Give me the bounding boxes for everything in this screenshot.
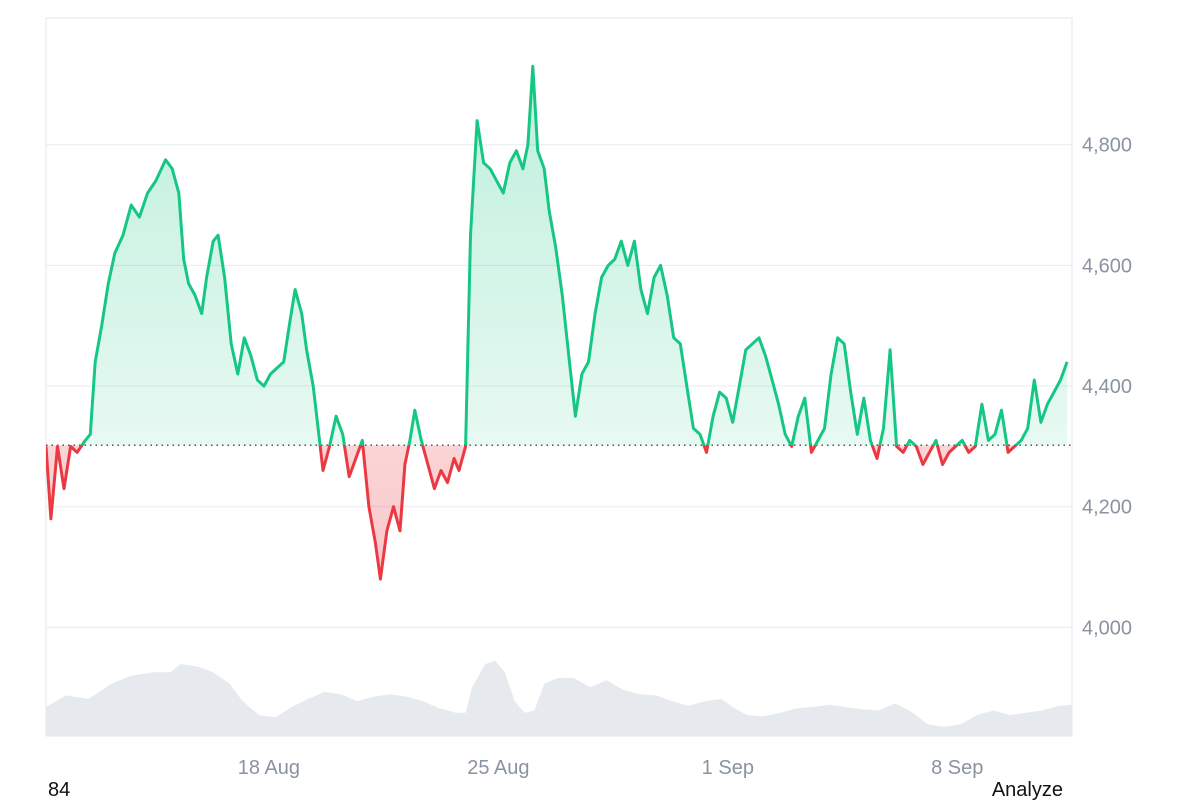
y-tick-label: 4,800 — [1082, 135, 1132, 157]
y-tick-label: 4,600 — [1082, 255, 1132, 277]
y-tick-label: 4,400 — [1082, 376, 1132, 398]
y-tick-label: 4,000 — [1082, 617, 1132, 639]
x-tick-label: 1 Sep — [702, 757, 754, 779]
y-tick-label: 4,200 — [1082, 497, 1132, 519]
x-tick-label: 18 Aug — [238, 757, 300, 779]
x-tick-label: 8 Sep — [931, 757, 983, 779]
footer-left-text: 84 — [48, 778, 70, 802]
x-tick-label: 25 Aug — [467, 757, 529, 779]
analyze-link[interactable]: Analyze — [992, 778, 1063, 802]
y-axis: 4,000 4,200 4,400 4,600 4,800 — [1082, 135, 1132, 640]
x-axis: 18 Aug 25 Aug 1 Sep 8 Sep — [238, 757, 984, 779]
